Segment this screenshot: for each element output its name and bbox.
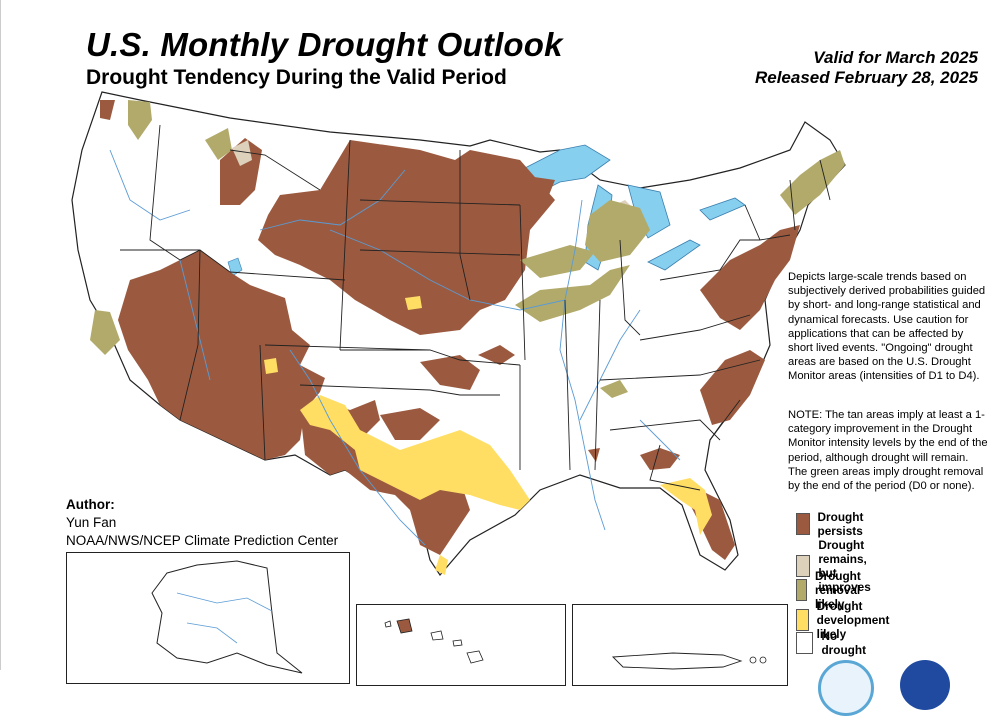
legend-item-no-drought: No drought	[796, 629, 871, 657]
alaska-map	[151, 560, 303, 674]
legend-item-development: Drought development likely	[796, 599, 899, 641]
legend-label-improves-line1: Drought remains,	[818, 538, 867, 566]
left-edge-rule	[0, 0, 1, 670]
rivers	[109, 149, 681, 546]
legend-label-improves: Drought remains, but improves	[818, 538, 878, 594]
author-name: Yun Fan	[66, 515, 117, 530]
legend-item-persists: Drought persists	[796, 510, 872, 538]
hawaii-inset	[356, 604, 566, 686]
great-lakes-erie	[647, 239, 701, 271]
conus-drought-map	[71, 91, 846, 576]
puerto-rico-inset	[572, 604, 788, 686]
state-boundaries	[120, 124, 831, 491]
legend-label-removal: Drought removal likely	[814, 569, 861, 611]
hawaii-map	[384, 618, 484, 664]
puerto-rico-map	[611, 652, 767, 670]
drought-removal-areas	[90, 100, 845, 398]
map-title: U.S. Monthly Drought Outlook	[86, 26, 563, 63]
legend-label-development: Drought development likely	[816, 599, 890, 641]
alaska-inset	[66, 552, 350, 684]
drought-persists-areas	[100, 100, 800, 560]
valid-for-text: Valid for March 2025	[813, 48, 978, 67]
legend-swatch-no-drought	[796, 632, 814, 654]
legend-item-removal: Drought removal likely	[796, 569, 872, 611]
legend-item-improves: Drought remains, but improves	[796, 538, 878, 594]
legend-swatch-improves	[796, 555, 811, 577]
map-note: NOTE: The tan areas imply at least a 1-c…	[788, 409, 988, 493]
legend-swatch-persists	[796, 513, 810, 535]
noaa-logo	[900, 660, 950, 710]
nws-logo	[818, 660, 874, 716]
author-label: Author:	[66, 497, 115, 512]
map-subtitle: Drought Tendency During the Valid Period	[86, 66, 507, 89]
author-organization: NOAA/NWS/NCEP Climate Prediction Center	[66, 533, 339, 548]
legend-swatch-development	[796, 609, 809, 631]
legend-label-improves-line2: but improves	[818, 566, 871, 594]
drought-development-areas	[264, 296, 712, 575]
legend-swatch-removal	[796, 579, 807, 601]
legend-label-persists: Drought persists	[817, 510, 864, 538]
map-description: Depicts large-scale trends based on subj…	[788, 271, 986, 383]
author-block: Author: Yun Fan NOAA/NWS/NCEP Climate Pr…	[66, 496, 338, 550]
valid-period: Valid for March 2025 Released February 2…	[755, 48, 978, 88]
legend-label-no-drought: No drought	[821, 629, 867, 657]
great-salt-lake	[227, 257, 243, 277]
released-text: Released February 28, 2025	[754, 68, 978, 87]
